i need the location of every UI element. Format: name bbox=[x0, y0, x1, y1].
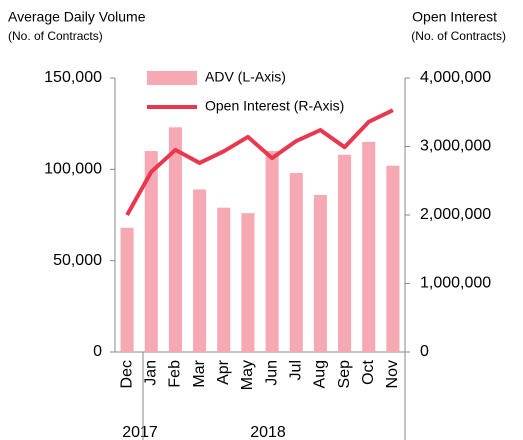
bar bbox=[120, 227, 134, 352]
y-tick-label: 100,000 bbox=[44, 161, 102, 178]
y-tick-label: 150,000 bbox=[44, 69, 102, 86]
bar bbox=[289, 172, 303, 352]
x-tick-label: Jan bbox=[142, 360, 159, 386]
x-tick-label: Apr bbox=[215, 359, 232, 385]
chart-subtitle: (No. of Contracts) bbox=[8, 29, 103, 43]
y2-subtitle: (No. of Contracts) bbox=[411, 29, 506, 43]
bar bbox=[386, 165, 400, 352]
y-tick-label: 0 bbox=[93, 343, 102, 360]
chart-title: Average Daily Volume bbox=[8, 9, 146, 25]
bar bbox=[144, 151, 158, 352]
bar bbox=[362, 141, 376, 352]
x-tick-label: Feb bbox=[167, 360, 184, 388]
x-tick-label: Oct bbox=[360, 359, 377, 384]
x-tick-label: May bbox=[239, 360, 256, 390]
legend-swatch bbox=[147, 71, 197, 85]
year-label: 2017 bbox=[122, 424, 158, 440]
y2-tick-label: 1,000,000 bbox=[420, 275, 491, 292]
legend-label: Open Interest (R-Axis) bbox=[205, 98, 344, 114]
year-label: 2018 bbox=[250, 424, 286, 440]
x-tick-label: Jul bbox=[287, 360, 304, 380]
y2-tick-label: 3,000,000 bbox=[420, 138, 491, 155]
line bbox=[125, 108, 394, 216]
x-tick-label: Jun bbox=[263, 360, 280, 386]
bar bbox=[168, 127, 182, 352]
y-tick-label: 50,000 bbox=[53, 252, 102, 269]
x-tick-label: Nov bbox=[384, 360, 401, 388]
x-tick-label: Mar bbox=[191, 359, 208, 387]
x-tick-label: Aug bbox=[312, 360, 329, 388]
y2-tick-label: 2,000,000 bbox=[420, 206, 491, 223]
bar bbox=[313, 194, 327, 352]
bar bbox=[193, 189, 207, 352]
bar bbox=[217, 207, 231, 352]
bar bbox=[338, 154, 352, 352]
bar bbox=[265, 151, 279, 352]
y2-tick-label: 4,000,000 bbox=[420, 69, 491, 86]
x-tick-label: Dec bbox=[118, 360, 135, 388]
legend-label: ADV (L-Axis) bbox=[205, 69, 286, 85]
bar bbox=[241, 213, 255, 352]
x-tick-label: Sep bbox=[336, 360, 353, 389]
y2-title: Open Interest bbox=[412, 9, 497, 25]
y2-tick-label: 0 bbox=[420, 343, 429, 360]
